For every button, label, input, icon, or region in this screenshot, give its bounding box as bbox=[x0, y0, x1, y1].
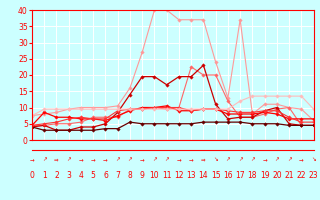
Text: 7: 7 bbox=[115, 171, 120, 180]
Text: →: → bbox=[262, 158, 267, 162]
Text: 9: 9 bbox=[140, 171, 145, 180]
Text: 17: 17 bbox=[235, 171, 245, 180]
Text: ↗: ↗ bbox=[164, 158, 169, 162]
Text: 1: 1 bbox=[42, 171, 47, 180]
Text: ⇒: ⇒ bbox=[54, 158, 59, 162]
Text: 3: 3 bbox=[66, 171, 71, 180]
Text: 4: 4 bbox=[78, 171, 84, 180]
Text: ↗: ↗ bbox=[287, 158, 292, 162]
Text: 0: 0 bbox=[29, 171, 35, 180]
Text: 20: 20 bbox=[272, 171, 282, 180]
Text: →: → bbox=[30, 158, 34, 162]
Text: 18: 18 bbox=[248, 171, 257, 180]
Text: 16: 16 bbox=[223, 171, 233, 180]
Text: 10: 10 bbox=[150, 171, 159, 180]
Text: ⇒: ⇒ bbox=[201, 158, 206, 162]
Text: ↗: ↗ bbox=[42, 158, 46, 162]
Text: →: → bbox=[299, 158, 304, 162]
Text: 13: 13 bbox=[186, 171, 196, 180]
Text: 21: 21 bbox=[284, 171, 294, 180]
Text: 19: 19 bbox=[260, 171, 269, 180]
Text: ↗: ↗ bbox=[275, 158, 279, 162]
Text: →: → bbox=[177, 158, 181, 162]
Text: ↗: ↗ bbox=[128, 158, 132, 162]
Text: ↘: ↘ bbox=[213, 158, 218, 162]
Text: 15: 15 bbox=[211, 171, 220, 180]
Text: 23: 23 bbox=[309, 171, 318, 180]
Text: 5: 5 bbox=[91, 171, 96, 180]
Text: →: → bbox=[79, 158, 83, 162]
Text: 11: 11 bbox=[162, 171, 172, 180]
Text: 14: 14 bbox=[199, 171, 208, 180]
Text: 6: 6 bbox=[103, 171, 108, 180]
Text: →: → bbox=[140, 158, 145, 162]
Text: 22: 22 bbox=[297, 171, 306, 180]
Text: →: → bbox=[91, 158, 96, 162]
Text: ↘: ↘ bbox=[311, 158, 316, 162]
Text: ↗: ↗ bbox=[226, 158, 230, 162]
Text: ↗: ↗ bbox=[116, 158, 120, 162]
Text: 12: 12 bbox=[174, 171, 184, 180]
Text: 2: 2 bbox=[54, 171, 59, 180]
Text: ↗: ↗ bbox=[238, 158, 243, 162]
Text: ↗: ↗ bbox=[67, 158, 71, 162]
Text: ↗: ↗ bbox=[152, 158, 157, 162]
Text: ↗: ↗ bbox=[250, 158, 255, 162]
Text: →: → bbox=[103, 158, 108, 162]
Text: →: → bbox=[189, 158, 194, 162]
Text: 8: 8 bbox=[128, 171, 132, 180]
